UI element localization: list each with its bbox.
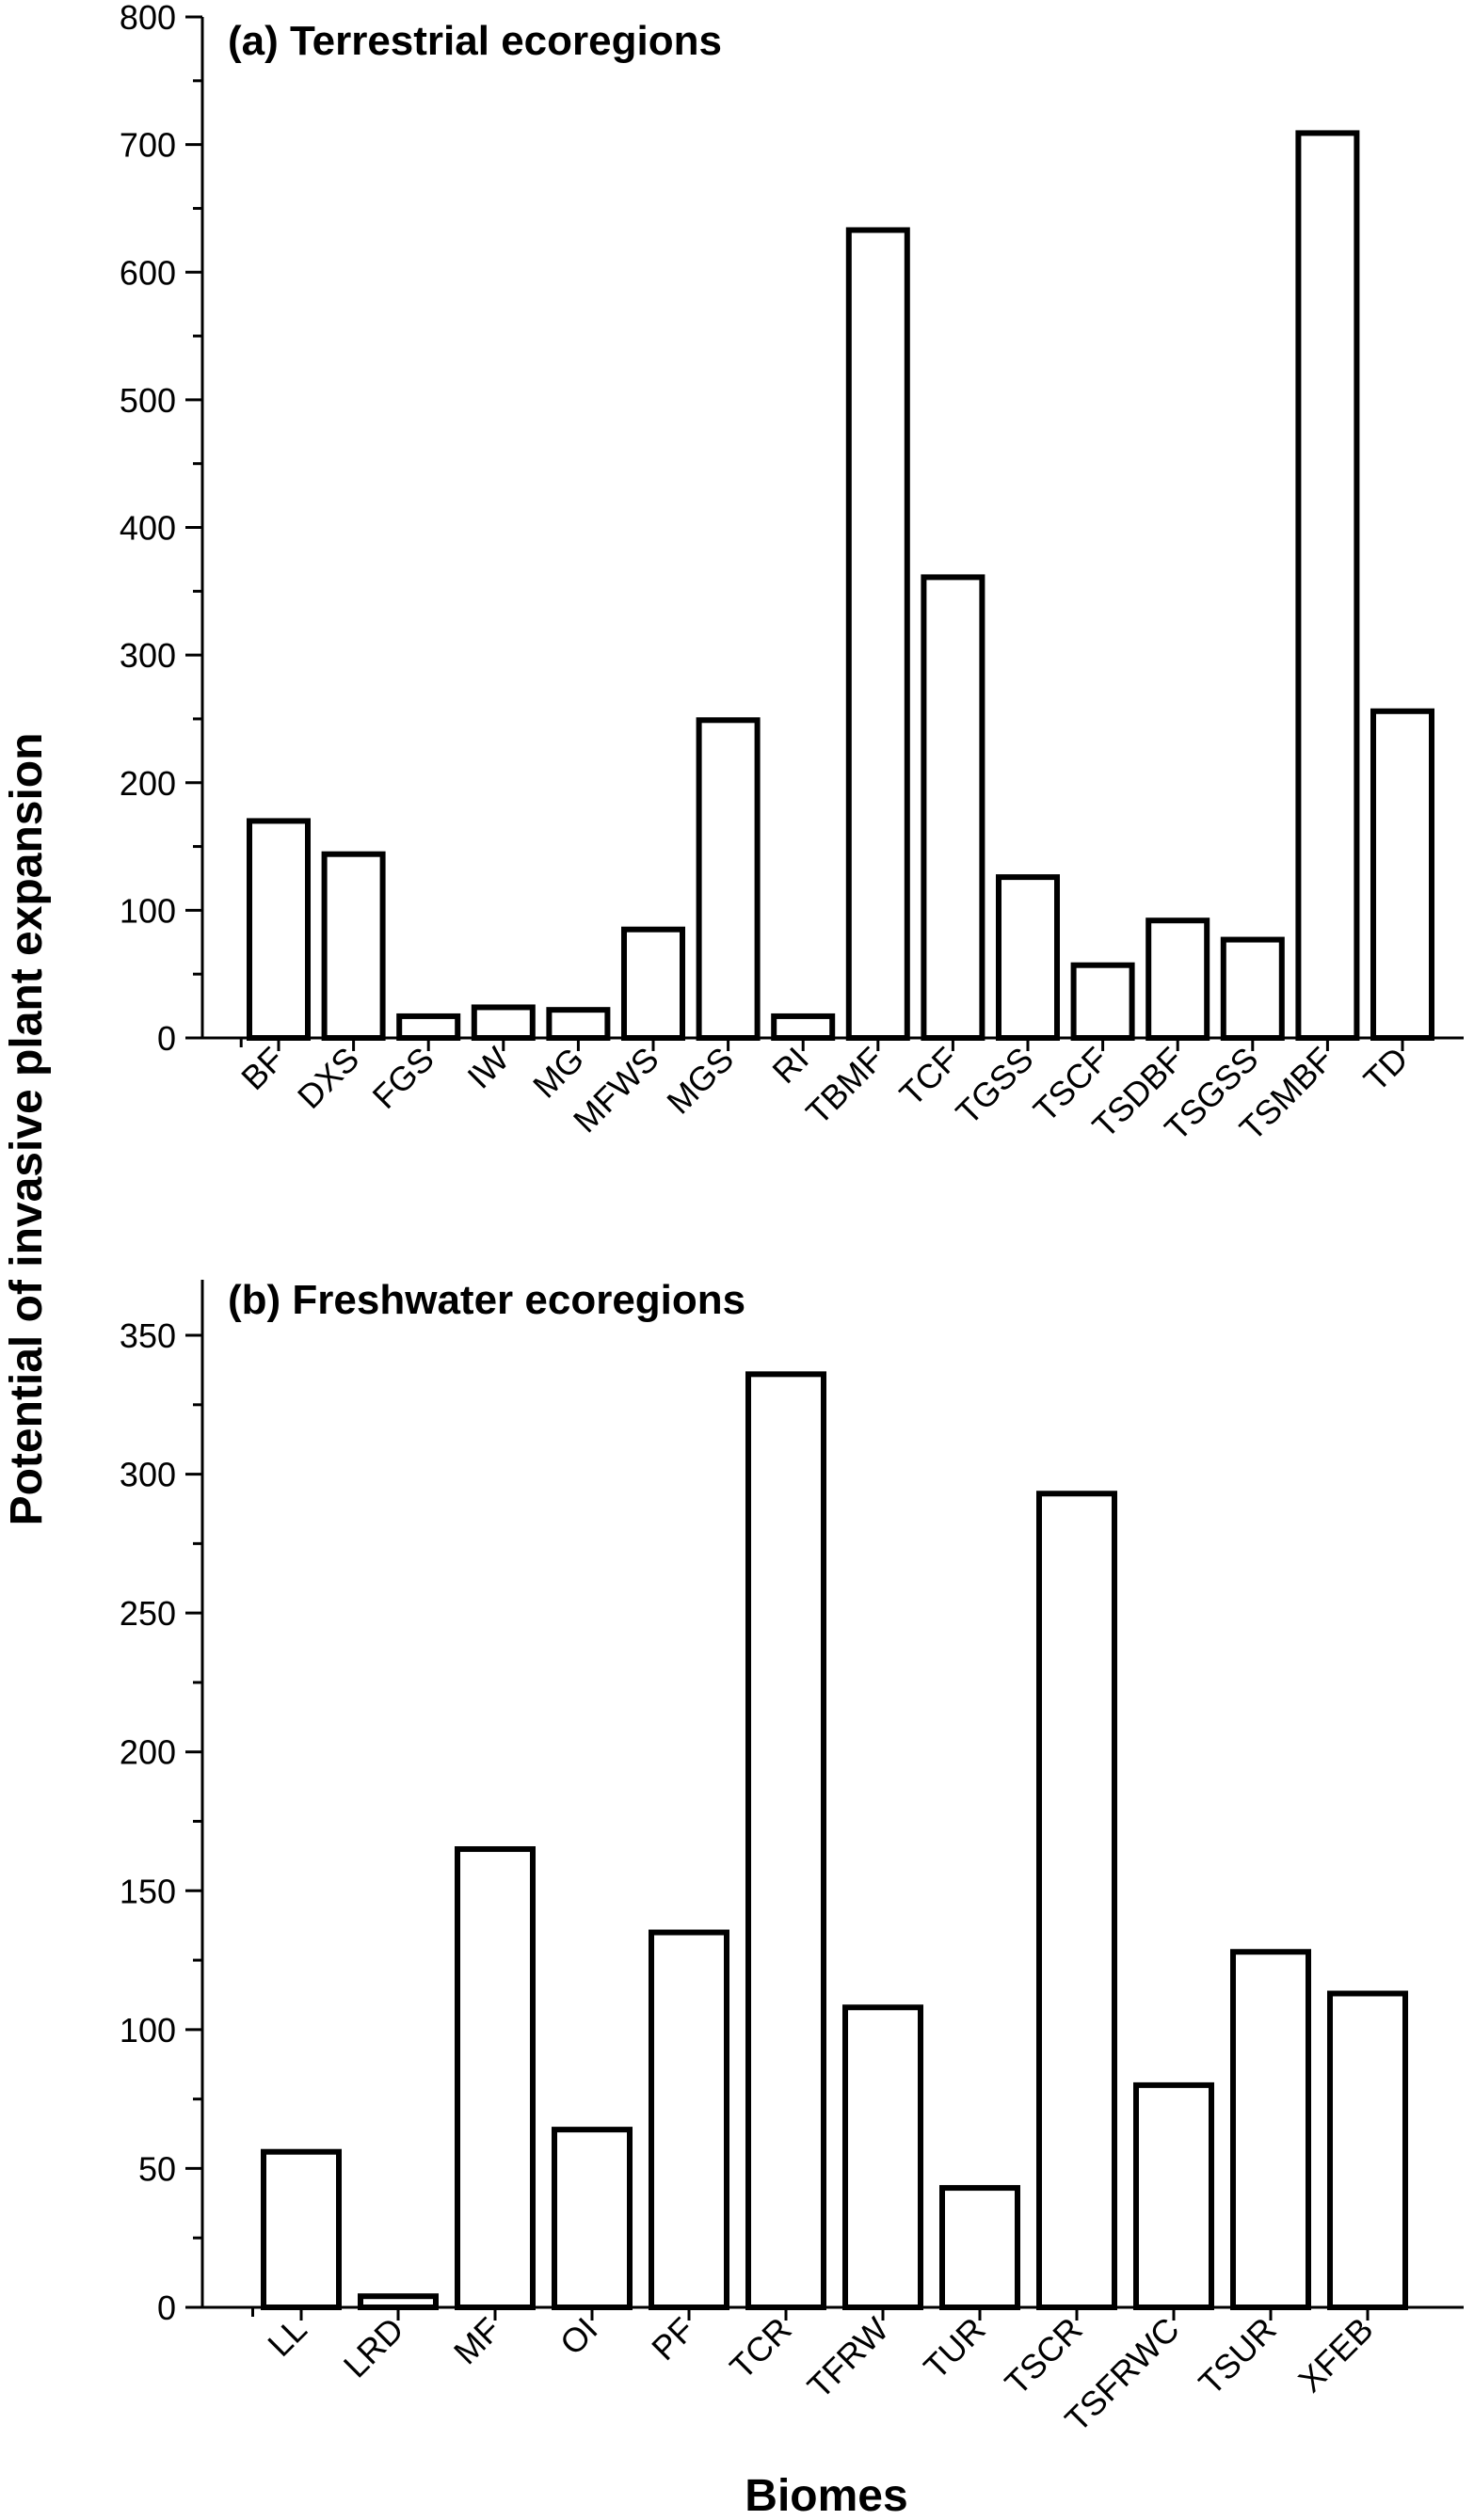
bar-mf	[455, 1846, 536, 2310]
x-tick-label: TD	[1356, 1040, 1416, 1099]
bar-mgs	[696, 717, 761, 1041]
bar-tcr	[745, 1371, 826, 2310]
x-tick-label: MGS	[659, 1040, 741, 1122]
bar-tsgss	[1220, 936, 1285, 1041]
x-tick-label: MFWS	[566, 1040, 666, 1140]
bar-tsmbf	[1295, 130, 1360, 1041]
y-tick-label: 700	[120, 126, 176, 165]
x-tick-label: TGSS	[948, 1040, 1040, 1132]
y-tick-label: 500	[120, 381, 176, 420]
bar-dxs	[321, 851, 386, 1042]
x-tick-label: TUR	[916, 2310, 992, 2386]
y-tick-label: 250	[120, 1594, 176, 1633]
x-tick-label: MF	[446, 2310, 508, 2372]
y-tick-label: 150	[120, 1872, 176, 1910]
bar-bf	[247, 818, 311, 1041]
y-axis-title: Potential of invasive plant expansion	[2, 733, 52, 1526]
y-tick-label: 100	[120, 2011, 176, 2049]
y-tick-label: 400	[120, 509, 176, 548]
y-tick-label: 800	[120, 0, 176, 37]
x-tick-label: TBMF	[798, 1040, 890, 1132]
panel-a: (a) Terrestrial ecoregions 0 100 200 300 400 5…	[120, 0, 1464, 1148]
x-tick-label: OI	[553, 2310, 605, 2363]
x-axis-title: Biomes	[745, 2471, 907, 2520]
panel-title: (b) Freshwater ecoregions	[228, 1277, 745, 1323]
bar-ri	[771, 1013, 836, 1041]
y-tick-label: 0	[157, 2289, 176, 2327]
y-tick-label: 300	[120, 636, 176, 675]
y-tick-label: 50	[138, 2149, 176, 2188]
y-tick-label: 600	[120, 253, 176, 292]
y-tick-label: 100	[120, 891, 176, 930]
x-tick-label: BF	[233, 1040, 292, 1098]
bar-mg	[546, 1007, 611, 1041]
bar-tgss	[996, 874, 1060, 1041]
bar-lrd	[358, 2293, 439, 2310]
bar-pf	[649, 1929, 729, 2311]
bar-xfeb	[1327, 1990, 1408, 2311]
bar-tcf	[921, 574, 985, 1041]
bar-tbmf	[845, 227, 910, 1041]
bar-tfrw	[842, 2004, 923, 2311]
x-tick-label: RI	[764, 1040, 815, 1091]
x-tick-label: IW	[459, 1040, 516, 1096]
bar-td	[1370, 708, 1434, 1041]
bar-tsur	[1230, 1949, 1311, 2311]
x-tick-label: PF	[644, 2310, 702, 2368]
x-tick-label: LL	[260, 2310, 313, 2364]
x-tick-label: MG	[525, 1040, 591, 1106]
panel-b: (b) Freshwater ecoregions 0 50 100 150 200 250…	[120, 1277, 1464, 2439]
bar-tscf	[1070, 962, 1135, 1041]
y-tick-label: 200	[120, 764, 176, 803]
x-tick-label: TSCR	[997, 2310, 1089, 2402]
x-tick-label: XFEB	[1290, 2310, 1380, 2400]
bar-tur	[939, 2185, 1020, 2310]
y-tick-label: 350	[120, 1316, 176, 1355]
y-tick-label: 0	[157, 1019, 176, 1058]
panel-title: (a) Terrestrial ecoregions	[228, 18, 722, 64]
bar-fgs	[396, 1013, 461, 1041]
x-tick-label: TSUR	[1191, 2310, 1283, 2402]
x-tick-label: TCR	[722, 2310, 798, 2386]
bar-iw	[471, 1004, 536, 1041]
y-tick-label: 300	[120, 1456, 176, 1494]
y-tick-label: 200	[120, 1733, 176, 1772]
x-tick-label: LRD	[336, 2310, 411, 2385]
bar-tscr	[1036, 1491, 1117, 2310]
bar-oi	[552, 2127, 633, 2311]
x-tick-label: TFRW	[800, 2310, 896, 2406]
bar-mfws	[621, 926, 685, 1041]
bar-ll	[261, 2148, 342, 2311]
bar-tsdbf	[1146, 917, 1210, 1041]
bar-tsfrwc	[1133, 2081, 1214, 2310]
